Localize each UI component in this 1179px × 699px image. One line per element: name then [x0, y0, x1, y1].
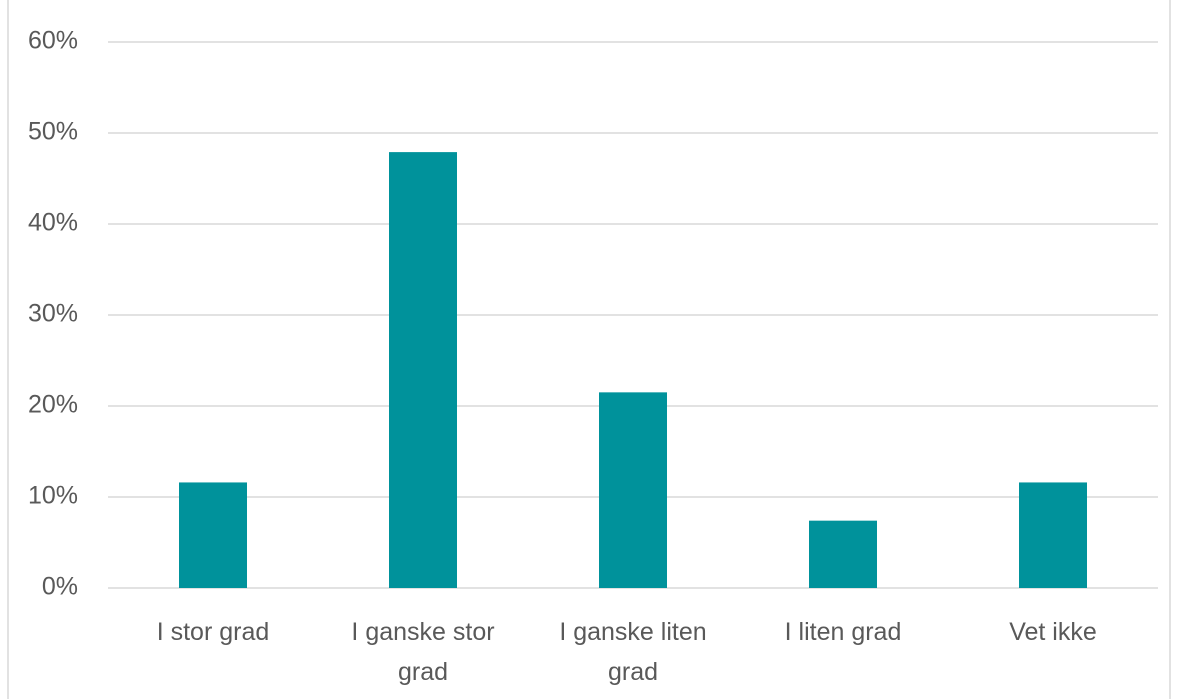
- chart-border: [7, 0, 1171, 699]
- x-tick-label: Vet ikke: [1009, 618, 1097, 646]
- y-tick-label: 60%: [28, 27, 78, 55]
- y-tick-label: 50%: [28, 118, 78, 146]
- bar: [179, 482, 247, 588]
- x-tick-label: I ganske liten grad: [559, 618, 707, 686]
- y-tick-label: 0%: [42, 573, 78, 601]
- y-tick-label: 40%: [28, 209, 78, 237]
- y-tick-label: 10%: [28, 482, 78, 510]
- x-tick-label: I liten grad: [784, 618, 902, 646]
- bar: [599, 392, 667, 588]
- y-tick-label: 20%: [28, 391, 78, 419]
- bar: [389, 152, 457, 589]
- bar: [809, 520, 877, 588]
- y-tick-label: 30%: [28, 300, 78, 328]
- x-tick-label: I ganske stor grad: [351, 618, 495, 686]
- x-tick-label: I stor grad: [156, 618, 270, 646]
- bar: [1019, 482, 1087, 588]
